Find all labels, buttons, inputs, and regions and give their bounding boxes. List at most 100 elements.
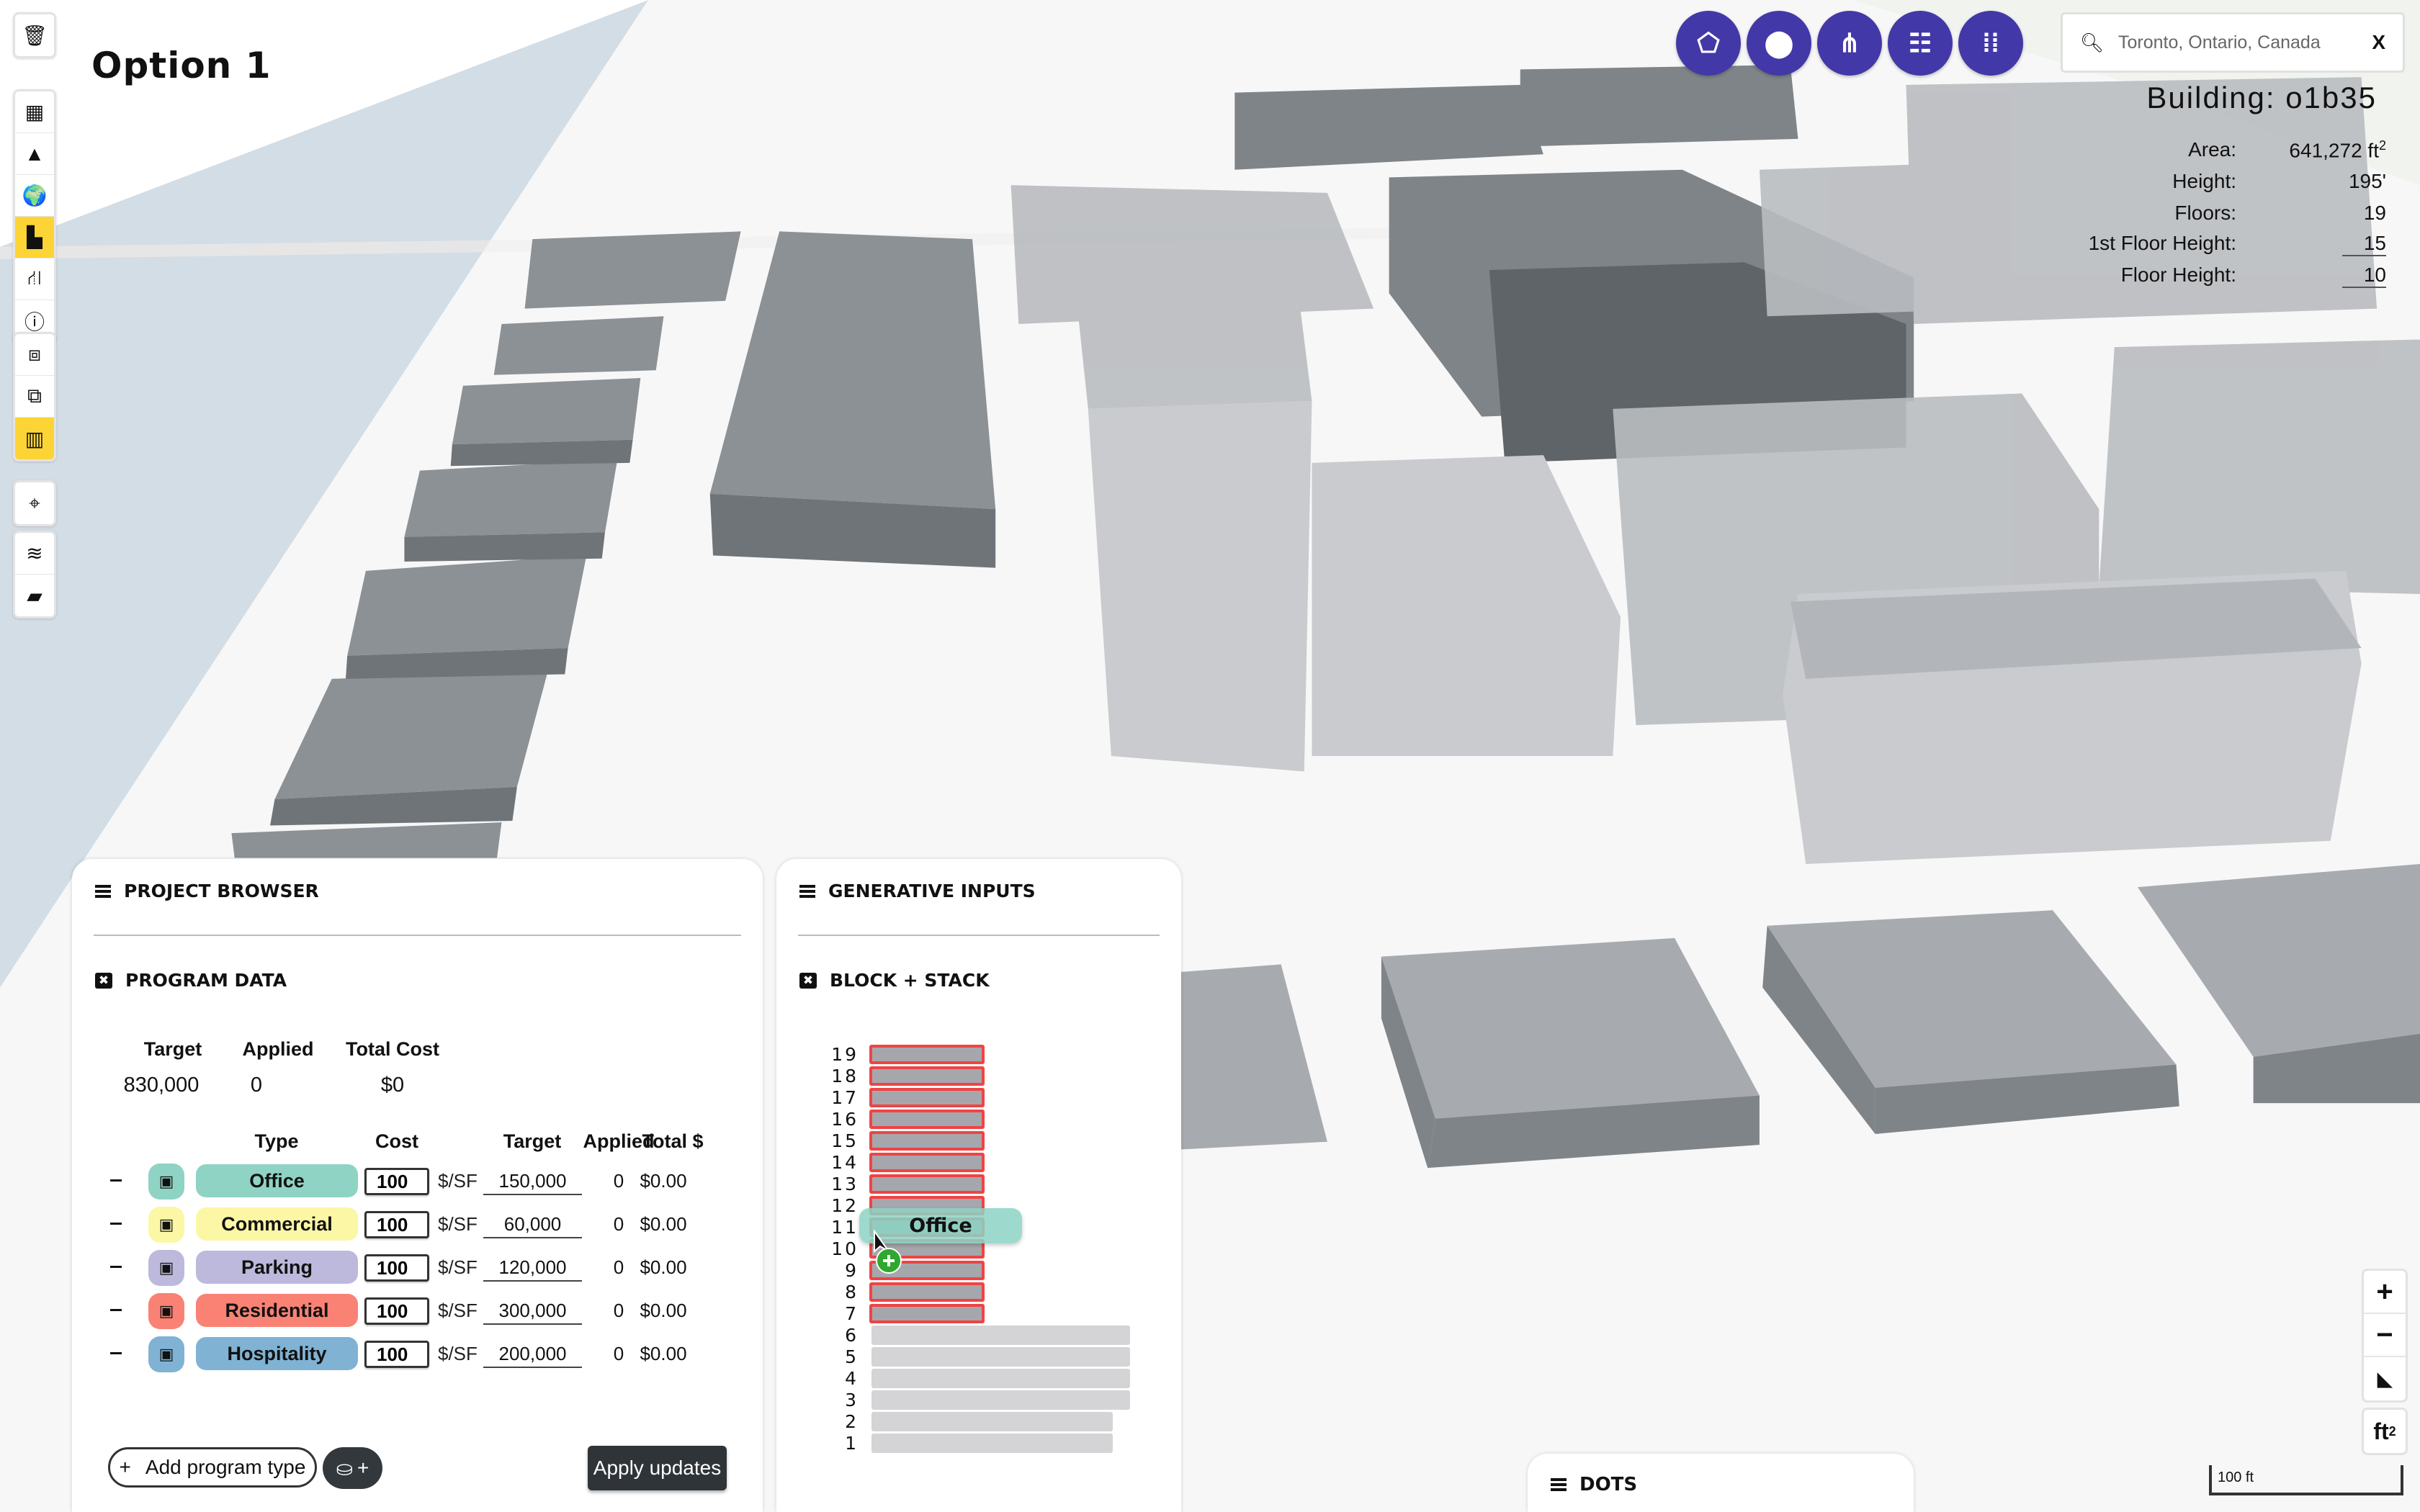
toolbar-button-parcel[interactable]: ⧈ — [15, 334, 54, 376]
building-info-row: Area: 641,272 ft2 — [1945, 138, 2386, 167]
summary-total-cost-value: $0 — [380, 1074, 405, 1097]
floor-label: 12 — [831, 1195, 859, 1216]
total-value: $0.00 — [640, 1300, 687, 1321]
zoom-in-button[interactable]: + — [2364, 1271, 2406, 1314]
color-spray-button[interactable]: ▣ — [148, 1336, 184, 1372]
parcel-icon: ⧈ — [28, 343, 41, 365]
info-value: 641,272 ft2 — [2289, 138, 2386, 162]
apply-updates-button[interactable]: Apply updates — [588, 1446, 727, 1490]
building-info-row: Floor Height: 10 — [1945, 264, 2386, 292]
add-program-type-button[interactable]: + Add program type — [108, 1447, 317, 1488]
program-data-header[interactable]: ✖ PROGRAM DATA — [95, 970, 287, 991]
node-graph-button[interactable]: ⋔ — [1817, 11, 1882, 76]
menu-icon — [1551, 1478, 1567, 1491]
toolbar-button-note[interactable]: ▰ — [15, 575, 54, 616]
block-stack-header[interactable]: ✖ BLOCK + STACK — [799, 970, 990, 991]
program-type-pill[interactable]: Office — [196, 1164, 358, 1197]
add-color-button[interactable]: ⛀ + — [323, 1447, 382, 1489]
remove-row-button[interactable] — [110, 1266, 122, 1268]
toolbar-button-globe[interactable]: 🌍 — [15, 175, 54, 217]
floor-block-1[interactable] — [871, 1434, 1113, 1453]
color-spray-button[interactable]: ▣ — [148, 1293, 184, 1329]
units-toggle[interactable]: ft 2 — [2362, 1408, 2408, 1455]
toolbar-group: 🗑 — [13, 12, 56, 58]
compass-icon: ◣ — [2378, 1367, 2392, 1390]
color-spray-button[interactable]: ▣ — [148, 1207, 184, 1243]
remove-row-button[interactable] — [110, 1352, 122, 1354]
program-type-pill[interactable]: Parking — [196, 1251, 358, 1284]
info-value[interactable]: 10 — [2341, 264, 2386, 288]
zoom-out-button[interactable]: − — [2364, 1314, 2406, 1357]
cost-input[interactable] — [364, 1168, 429, 1195]
floor-label: 19 — [831, 1044, 859, 1065]
hierarchy-button[interactable]: ☷ — [1888, 11, 1953, 76]
spray-can-icon: ▣ — [158, 1215, 174, 1233]
color-spray-button[interactable]: ▣ — [148, 1250, 184, 1286]
floor-block-18[interactable] — [869, 1066, 985, 1086]
color-spray-button[interactable]: ▣ — [148, 1164, 184, 1200]
dragging-program-pill[interactable]: Office — [859, 1208, 1022, 1243]
layers-icon: ≋ — [26, 542, 43, 564]
floor-block-3[interactable] — [871, 1390, 1130, 1410]
floor-block-16[interactable] — [869, 1110, 985, 1129]
location-search[interactable]: 🔍︎ X — [2061, 12, 2405, 73]
cost-input[interactable] — [364, 1341, 429, 1368]
cost-input[interactable] — [364, 1297, 429, 1325]
polygon-draw-button[interactable]: ⬠ — [1676, 11, 1741, 76]
toolbar-button-city-buildings[interactable]: ▙ — [15, 217, 54, 258]
floor-block-6[interactable] — [871, 1326, 1130, 1345]
cost-unit: $/SF — [438, 1213, 478, 1235]
toolbar-button-road[interactable]: ⛙ — [15, 258, 54, 300]
add-program-type-label: Add program type — [145, 1456, 306, 1478]
program-type-pill[interactable]: Hospitality — [196, 1337, 358, 1370]
toolbar-button-layers[interactable]: ≋ — [15, 533, 54, 575]
map-pin-button[interactable]: ⬤ — [1747, 11, 1811, 76]
floor-block-2[interactable] — [871, 1412, 1113, 1431]
floor-block-8[interactable] — [869, 1282, 985, 1302]
close-section-icon[interactable]: ✖ — [799, 972, 817, 989]
floor-block-15[interactable] — [869, 1131, 985, 1151]
target-input[interactable]: 200,000 — [483, 1341, 582, 1368]
floor-block-14[interactable] — [869, 1153, 985, 1172]
close-section-icon[interactable]: ✖ — [95, 972, 112, 989]
floor-block-19[interactable] — [869, 1045, 985, 1064]
floor-block-7[interactable] — [869, 1304, 985, 1323]
program-data-title: PROGRAM DATA — [125, 970, 287, 991]
target-input[interactable]: 60,000 — [483, 1211, 582, 1238]
toolbar-button-building[interactable]: ▥ — [15, 418, 54, 459]
toolbar-button-grid[interactable]: ▦ — [15, 91, 54, 133]
floor-label: 16 — [831, 1109, 859, 1130]
clear-search-button[interactable]: X — [2372, 31, 2385, 53]
remove-row-button[interactable] — [110, 1179, 122, 1182]
target-input[interactable]: 150,000 — [483, 1168, 582, 1195]
floor-block-5[interactable] — [871, 1347, 1130, 1367]
program-type-pill[interactable]: Commercial — [196, 1207, 358, 1241]
project-browser-header[interactable]: PROJECT BROWSER — [95, 881, 319, 901]
remove-row-button[interactable] — [110, 1223, 122, 1225]
info-value[interactable]: 15 — [2341, 232, 2386, 256]
floor-label: 8 — [845, 1282, 859, 1302]
floor-block-13[interactable] — [869, 1174, 985, 1194]
dots-header[interactable]: DOTS — [1551, 1474, 1637, 1495]
toolbar-button-info[interactable]: ⓘ — [15, 300, 54, 342]
toolbar-button-terrain[interactable]: ▲ — [15, 133, 54, 175]
toolbar-button-crosshair[interactable]: ⌖ — [15, 482, 54, 524]
search-input[interactable] — [2118, 32, 2372, 53]
floor-block-17[interactable] — [869, 1088, 985, 1107]
target-input[interactable]: 300,000 — [483, 1297, 582, 1325]
compass-button[interactable]: ◣ — [2364, 1357, 2406, 1400]
note-icon: ▰ — [27, 584, 42, 607]
cost-input[interactable] — [364, 1254, 429, 1282]
spray-can-icon: ▣ — [158, 1345, 174, 1363]
cost-input[interactable] — [364, 1211, 429, 1238]
floor-block-4[interactable] — [871, 1369, 1130, 1388]
info-value-text: 641,272 ft — [2289, 139, 2379, 162]
remove-row-button[interactable] — [110, 1309, 122, 1311]
dots-panel: DOTS — [1528, 1454, 1914, 1512]
toolbar-button-multi-parcel[interactable]: ⧉ — [15, 376, 54, 418]
generative-inputs-header[interactable]: GENERATIVE INPUTS — [799, 881, 1036, 901]
dot-grid-button[interactable]: ⁞⁞ — [1958, 11, 2023, 76]
target-input[interactable]: 120,000 — [483, 1254, 582, 1282]
program-type-pill[interactable]: Residential — [196, 1294, 358, 1327]
toolbar-button-trash[interactable]: 🗑 — [15, 14, 54, 56]
